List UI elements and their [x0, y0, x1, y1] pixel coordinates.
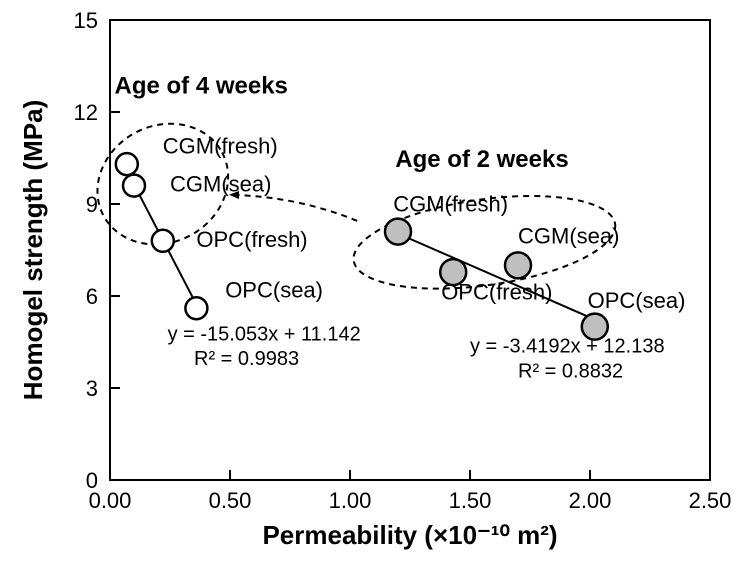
regression-equation: R² = 0.9983 — [194, 348, 299, 370]
regression-equation: R² = 0.8832 — [518, 360, 623, 382]
transition-arrow — [230, 195, 357, 221]
point-label: OPC(fresh) — [196, 227, 307, 252]
regression-equation: y = -3.4192x + 12.138 — [470, 336, 665, 358]
y-tick-label: 0 — [86, 468, 98, 493]
y-tick-label: 15 — [74, 8, 98, 33]
y-tick-label: 9 — [86, 192, 98, 217]
y-tick-label: 12 — [74, 100, 98, 125]
point-label: CGM(sea) — [518, 224, 619, 249]
x-tick-label: 1.50 — [449, 488, 492, 513]
data-point — [385, 219, 411, 245]
y-tick-label: 6 — [86, 284, 98, 309]
data-point — [116, 153, 138, 175]
point-label: CGM(sea) — [170, 172, 271, 197]
x-axis-title: Permeability (×10⁻¹⁰ m²) — [262, 520, 557, 550]
data-point — [152, 230, 174, 252]
data-point — [185, 297, 207, 319]
point-label: CGM(fresh) — [393, 192, 508, 217]
series-annotation: Age of 2 weeks — [395, 146, 568, 173]
series-annotation: Age of 4 weeks — [114, 73, 287, 100]
data-point — [123, 175, 145, 197]
regression-equation: y = -15.053x + 11.142 — [168, 323, 361, 345]
y-tick-label: 3 — [86, 376, 98, 401]
point-label: OPC(sea) — [588, 288, 686, 313]
scatter-chart: 0.000.501.001.502.002.5003691215Permeabi… — [0, 0, 746, 568]
x-tick-label: 2.00 — [569, 488, 612, 513]
chart-svg: 0.000.501.001.502.002.5003691215Permeabi… — [0, 0, 746, 568]
point-label: OPC(sea) — [225, 277, 323, 302]
x-tick-label: 0.50 — [209, 488, 252, 513]
point-label: OPC(fresh) — [441, 280, 552, 305]
data-point — [505, 252, 531, 278]
point-label: CGM(fresh) — [163, 133, 278, 158]
x-tick-label: 1.00 — [329, 488, 372, 513]
y-axis-title: Homogel strength (MPa) — [18, 100, 48, 400]
x-tick-label: 2.50 — [689, 488, 732, 513]
